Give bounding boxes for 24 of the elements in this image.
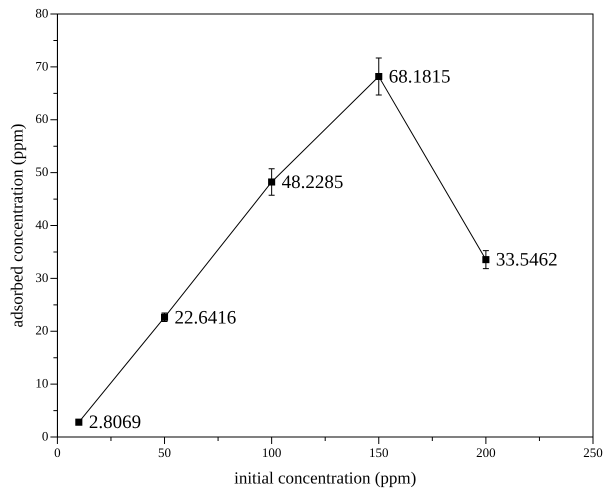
- point: [75, 418, 82, 426]
- y-tick-label: 60: [35, 111, 48, 126]
- y-tick-label: 50: [35, 164, 48, 180]
- x-tick-label: 50: [158, 445, 172, 460]
- y-axis-title: adsorbed concentration (ppm): [8, 124, 27, 328]
- data-label: 48.2285: [282, 172, 344, 193]
- data-label: 2.8069: [88, 412, 142, 434]
- y-tick-label: 0: [42, 428, 48, 444]
- x-tick-label: 150: [369, 445, 389, 460]
- x-tick-label: 0: [54, 445, 61, 460]
- point: [375, 72, 382, 80]
- y-tick-label: 80: [35, 5, 48, 20]
- data-label: 22.6416: [174, 307, 236, 328]
- x-tick-label: 250: [583, 445, 603, 460]
- y-tick-label: 70: [35, 58, 48, 74]
- data-label: 68.1815: [388, 66, 451, 88]
- y-tick-label: 20: [35, 322, 48, 338]
- x-tick-label: 200: [476, 445, 496, 460]
- x-tick-label: 100: [262, 445, 282, 460]
- y-tick-label: 40: [35, 216, 48, 232]
- x-axis-title: initial concentration (ppm): [234, 468, 416, 488]
- y-tick-label: 10: [35, 376, 48, 391]
- data-label: 33.5462: [496, 250, 558, 271]
- y-tick-label: 30: [35, 270, 48, 285]
